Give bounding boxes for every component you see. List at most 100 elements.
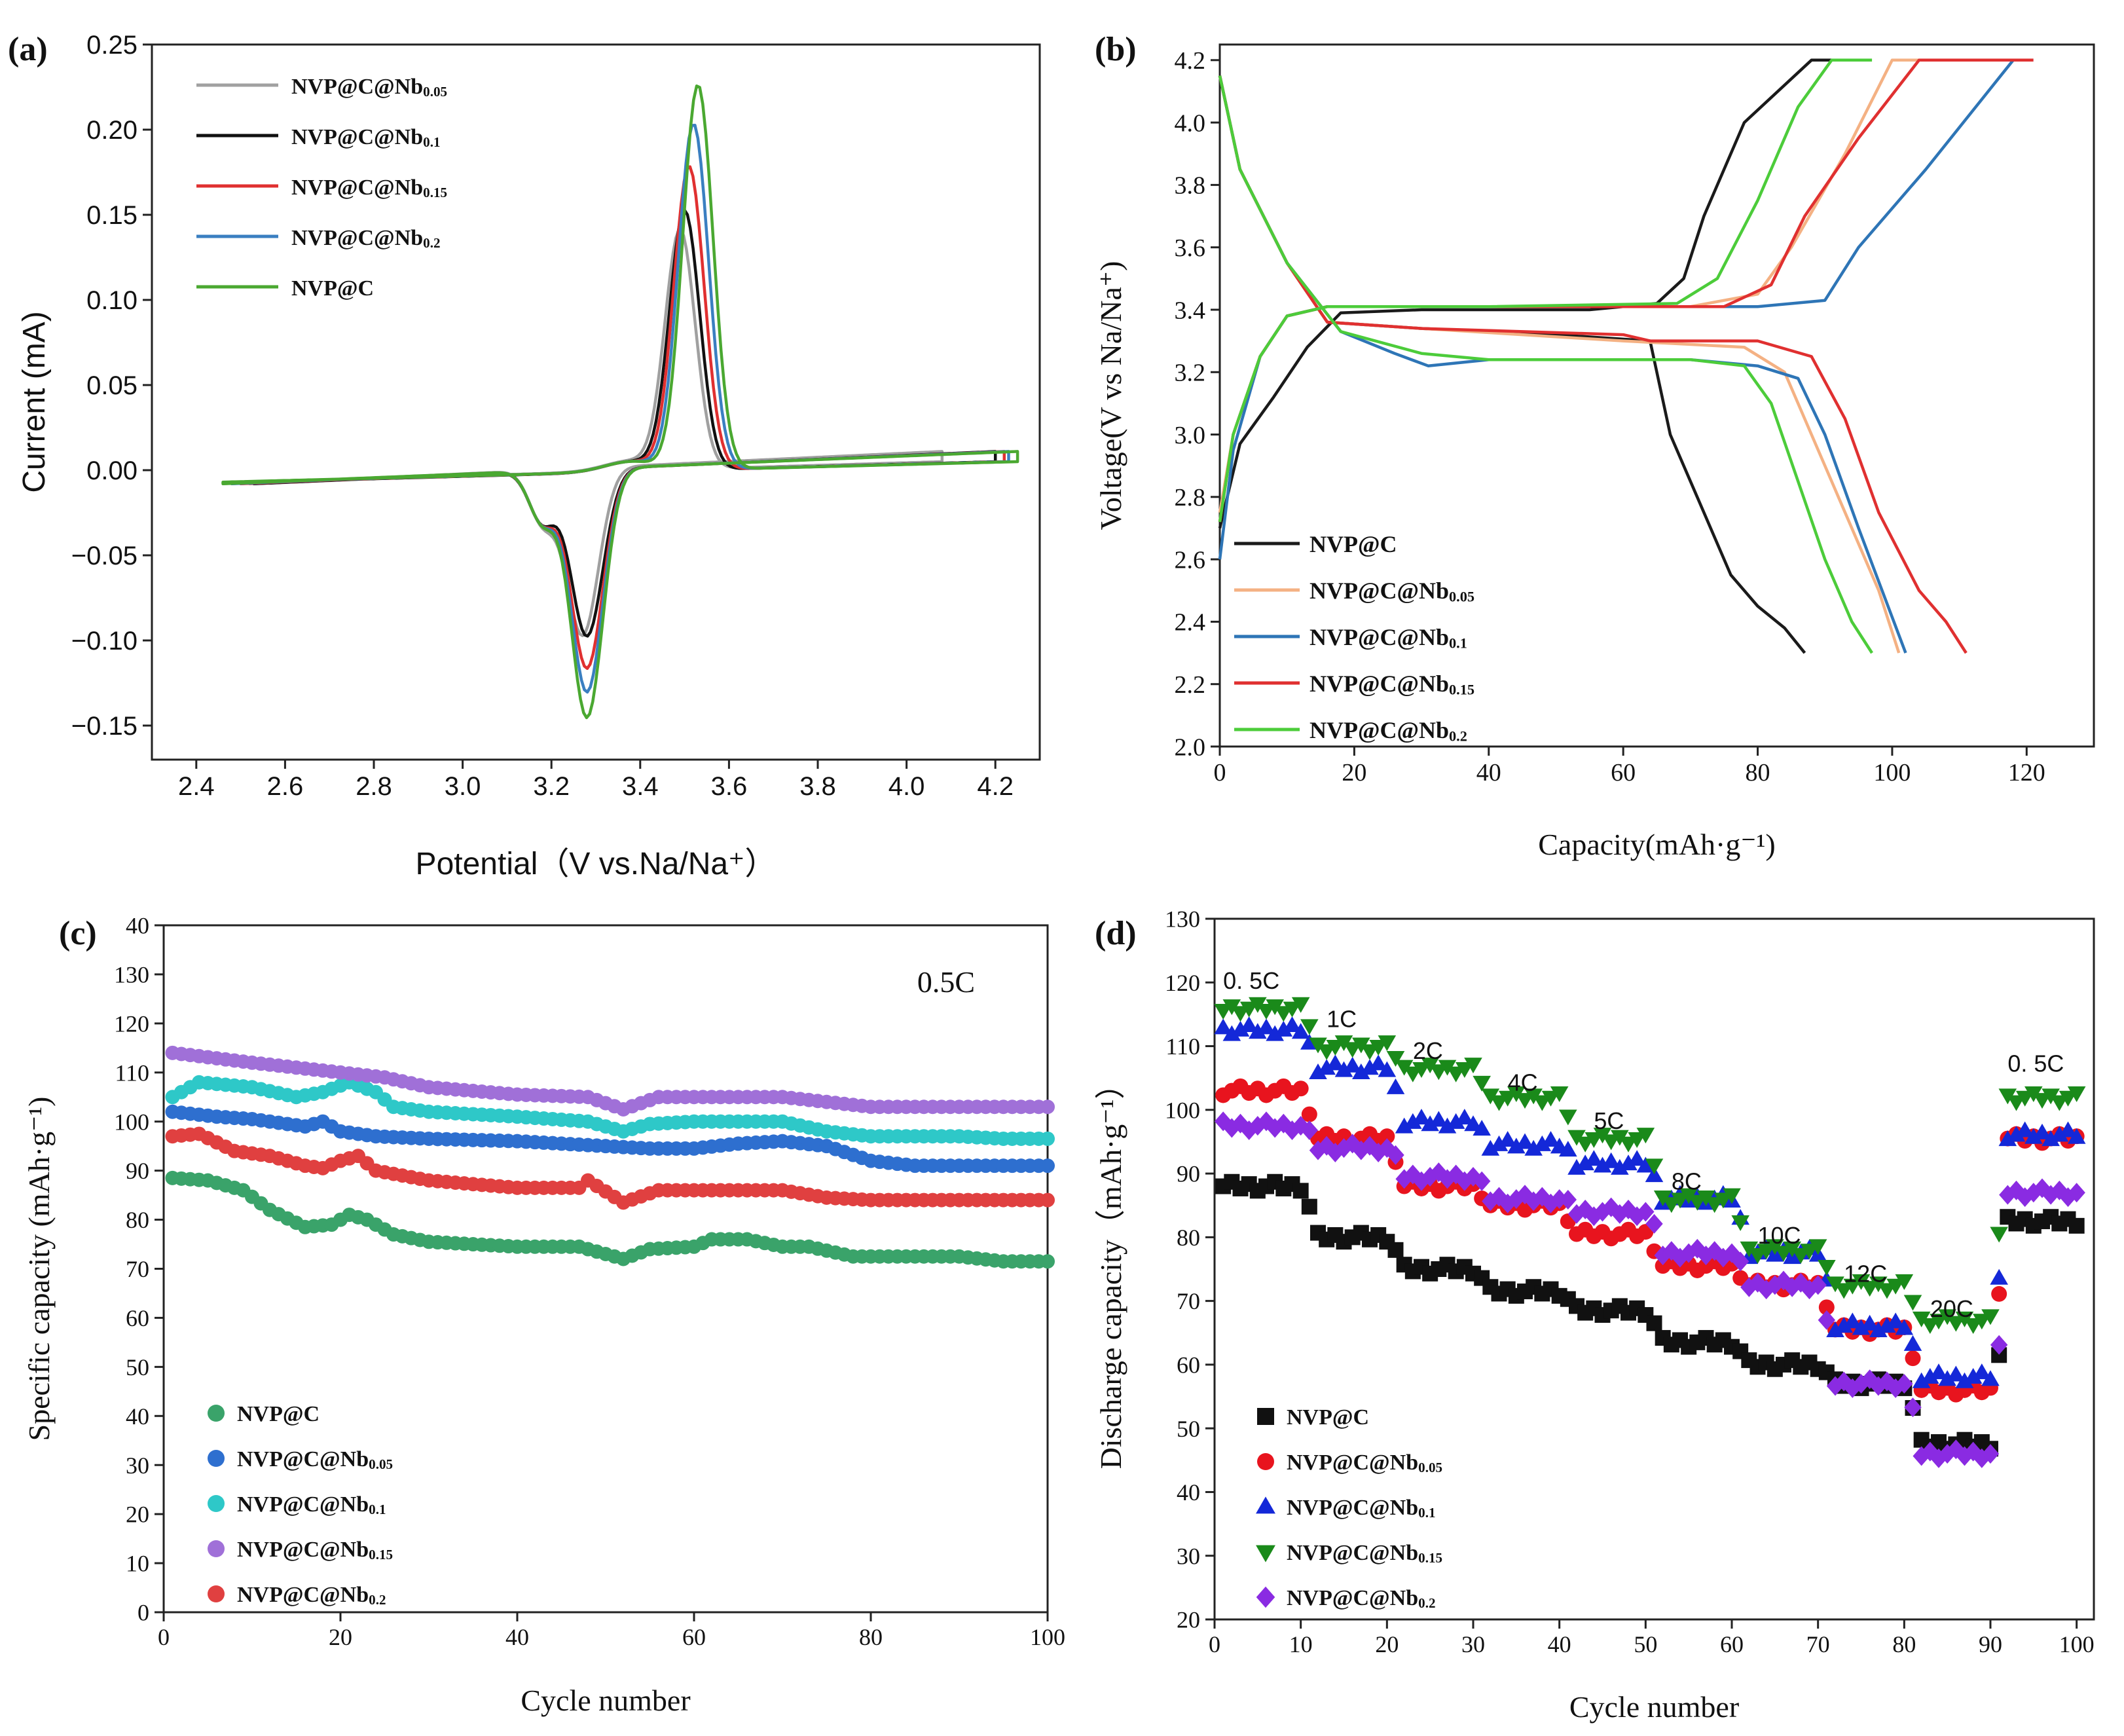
data-point — [1567, 1204, 1586, 1224]
data-point — [2007, 1180, 2025, 1200]
y-tick-label: 10 — [126, 1551, 149, 1577]
data-point — [1869, 1276, 1888, 1293]
legend-label-subscript: 0.2 — [369, 1592, 386, 1608]
data-point — [1395, 1117, 1414, 1134]
data-point — [1878, 1371, 1896, 1392]
data-point — [1852, 1319, 1871, 1335]
panel-label: (c) — [59, 915, 97, 952]
x-tick-label: 3.2 — [533, 772, 570, 801]
y-tick-label: 3.0 — [1175, 422, 1206, 449]
y-tick-label: 40 — [1177, 1479, 1200, 1505]
data-point — [1679, 1188, 1698, 1204]
panel-label: (d) — [1095, 915, 1137, 952]
data-point — [1326, 1054, 1345, 1071]
data-point — [1300, 1019, 1319, 1035]
data-point — [1257, 1018, 1275, 1035]
y-tick-label: 0.15 — [86, 201, 137, 230]
x-tick-label: 3.4 — [622, 772, 659, 801]
data-point — [1317, 1059, 1336, 1075]
rate-label: 4C — [1508, 1069, 1538, 1096]
discharge-curve-2 — [1218, 75, 1907, 654]
x-tick-label: 2.8 — [356, 772, 392, 801]
y-tick-label: 30 — [126, 1452, 149, 1479]
data-point — [1379, 1128, 1395, 1145]
data-point — [1835, 1317, 1853, 1333]
legend-marker — [1256, 1586, 1275, 1608]
y-tick-label: 0.10 — [86, 286, 137, 315]
data-point — [1990, 1335, 2008, 1355]
cv-curve-3 — [230, 124, 1010, 694]
x-axis-label: Cycle number — [521, 1684, 690, 1717]
panel-a-frame — [151, 43, 1041, 761]
data-point — [2067, 1086, 2086, 1102]
data-point — [1895, 1274, 1914, 1290]
data-point — [1464, 1058, 1482, 1074]
data-point — [1826, 1321, 1844, 1337]
x-tick-label: 80 — [1746, 759, 1770, 786]
legend-label: NVP@C — [1287, 1405, 1369, 1430]
charge-curve-4 — [1218, 58, 1873, 523]
data-point — [1593, 1156, 1612, 1173]
data-point — [1990, 1268, 2008, 1285]
legend-label-subscript: 0.1 — [1449, 635, 1467, 651]
data-point — [1998, 1130, 2017, 1147]
legend-marker — [208, 1540, 225, 1557]
data-point — [1446, 1113, 1465, 1129]
data-point — [1895, 1319, 1914, 1335]
legend-label-subscript: 0.05 — [1449, 588, 1474, 604]
data-point — [1645, 1158, 1664, 1175]
data-point — [1524, 1139, 1543, 1156]
y-tick-label: 60 — [126, 1305, 149, 1331]
legend-label: NVP@C@Nb0.05 — [291, 75, 447, 100]
data-point — [1697, 1246, 1715, 1266]
charge-curve-1 — [1218, 58, 1960, 513]
data-point — [1292, 1080, 1309, 1097]
y-tick-label: 40 — [126, 1403, 149, 1430]
data-point — [1352, 1037, 1370, 1054]
x-tick-label: 2.6 — [267, 772, 304, 801]
data-point — [1990, 1227, 2008, 1243]
data-point — [1998, 1088, 2017, 1105]
data-point — [1231, 1020, 1250, 1037]
legend-label-subscript: 0.15 — [1418, 1550, 1442, 1566]
x-tick-label: 3.0 — [445, 772, 481, 801]
charge-curve-3 — [1218, 58, 2034, 523]
data-point — [1559, 1189, 1577, 1210]
data-point — [1905, 1350, 1921, 1367]
legend-marker — [208, 1405, 225, 1422]
data-point — [1214, 1111, 1232, 1132]
data-point — [1387, 1242, 1404, 1258]
data-point — [1239, 1016, 1258, 1033]
y-tick-label: 3.4 — [1175, 297, 1206, 324]
data-point — [1766, 1239, 1784, 1255]
cv-curve-1 — [252, 208, 997, 638]
discharge-curve-3 — [1218, 75, 1968, 654]
data-point — [1903, 1335, 1922, 1351]
legend-label-base: NVP@C@Nb — [1287, 1450, 1418, 1475]
panel-label: (a) — [8, 31, 48, 68]
data-point — [1473, 1120, 1491, 1136]
legend-marker — [1257, 1408, 1274, 1425]
data-point — [1783, 1241, 1801, 1257]
data-point — [1438, 1169, 1456, 1189]
data-point — [1955, 1372, 1974, 1388]
data-point — [2059, 1121, 2078, 1137]
data-point — [1266, 999, 1284, 1016]
data-point — [1473, 1171, 1491, 1191]
x-tick-label: 80 — [859, 1624, 883, 1650]
data-point — [1818, 1310, 1836, 1330]
data-point — [1628, 1150, 1646, 1166]
charge-curve-0 — [1218, 58, 1839, 529]
rate-label: 20C — [1930, 1295, 1973, 1322]
x-tick-label: 3.8 — [799, 772, 836, 801]
y-tick-label: 110 — [1165, 1033, 1200, 1060]
legend-label-subscript: 0.05 — [1418, 1460, 1442, 1475]
data-point — [1498, 1131, 1517, 1147]
data-point — [1404, 1113, 1422, 1129]
data-point — [1869, 1321, 1888, 1337]
legend-label: NVP@C@Nb0.1 — [237, 1492, 386, 1517]
legend-label-base: NVP@C@Nb — [291, 226, 423, 250]
x-tick-label: 4.0 — [888, 772, 925, 801]
rate-label: 5C — [1594, 1107, 1624, 1134]
legend-marker — [1256, 1545, 1275, 1562]
